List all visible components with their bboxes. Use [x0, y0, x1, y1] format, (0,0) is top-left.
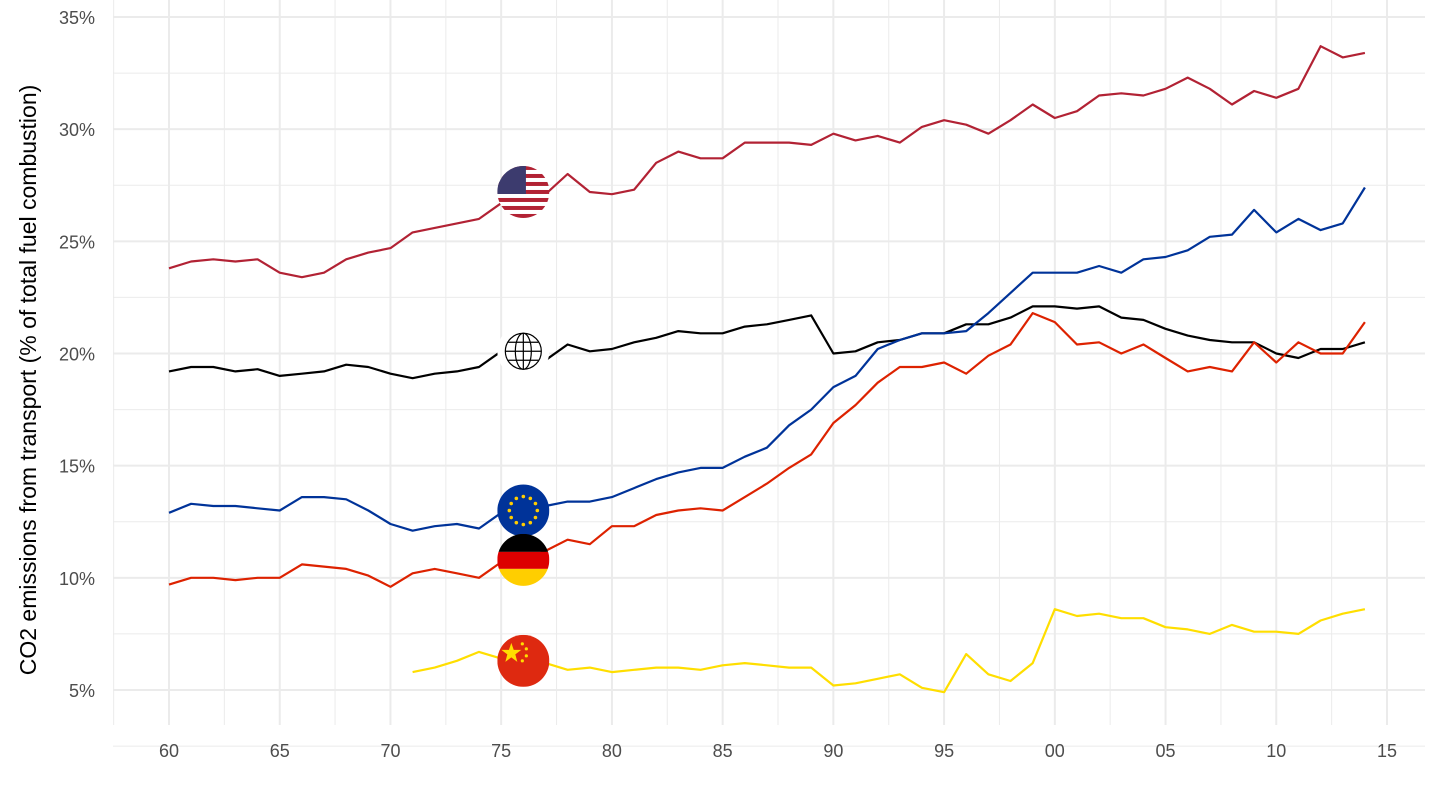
star — [521, 494, 526, 499]
series-line-european-union — [168, 186, 1366, 532]
flag-body — [497, 634, 550, 687]
series-lines — [168, 45, 1366, 694]
stripe — [497, 193, 550, 198]
star — [514, 496, 519, 501]
stripe — [497, 201, 550, 206]
y-tick-label: 10% — [59, 569, 95, 589]
stripe — [497, 209, 550, 214]
x-tick-label: 70 — [380, 741, 400, 761]
x-tick-label: 60 — [159, 741, 179, 761]
x-tick-label: 90 — [823, 741, 843, 761]
germany-flag-icon — [497, 533, 550, 586]
small-star — [520, 642, 524, 646]
star — [509, 501, 514, 506]
x-tick-label: 75 — [491, 741, 511, 761]
x-tick-label: 10 — [1266, 741, 1286, 761]
series-line-germany — [168, 312, 1366, 588]
stripe — [497, 197, 550, 202]
star — [507, 508, 512, 513]
x-tick-label: 65 — [270, 741, 290, 761]
y-tick-label: 20% — [59, 345, 95, 365]
globe-icon — [497, 325, 550, 378]
band — [497, 568, 550, 586]
series-icons — [497, 165, 550, 687]
y-axis: 5% 10% 15% 20% 25% 30% 35% — [59, 8, 95, 701]
china-flag-icon — [497, 634, 550, 687]
series-line-world — [168, 305, 1366, 380]
stripe — [497, 205, 550, 210]
x-tick-label: 85 — [713, 741, 733, 761]
y-tick-label: 30% — [59, 120, 95, 140]
y-tick-label: 15% — [59, 457, 95, 477]
x-tick-label: 05 — [1156, 741, 1176, 761]
flag-body — [497, 533, 550, 586]
band — [497, 533, 550, 552]
star — [528, 520, 533, 525]
star — [514, 520, 519, 525]
series-line-united-states — [168, 45, 1366, 279]
us-flag-icon — [497, 165, 550, 218]
x-tick-label: 80 — [602, 741, 622, 761]
x-tick-label: 95 — [934, 741, 954, 761]
star — [533, 501, 538, 506]
star — [535, 508, 540, 513]
eu-flag-icon — [497, 484, 550, 537]
small-star — [524, 654, 528, 658]
y-tick-label: 25% — [59, 232, 95, 252]
star — [501, 642, 522, 662]
series-line-china — [412, 608, 1366, 694]
flag-body — [497, 165, 550, 218]
y-axis-label: CO2 emissions from transport (% of total… — [15, 85, 41, 676]
x-axis: 60 65 70 75 80 85 90 95 00 05 10 15 — [159, 741, 1397, 761]
x-tick-label: 15 — [1377, 741, 1397, 761]
stripe — [497, 213, 550, 218]
y-tick-label: 35% — [59, 8, 95, 28]
gridlines — [113, 0, 1425, 747]
star — [528, 496, 533, 501]
band — [497, 551, 550, 569]
star — [533, 515, 538, 520]
star — [521, 522, 526, 527]
bg — [497, 484, 550, 537]
flag-body — [497, 484, 550, 537]
small-star — [524, 647, 528, 651]
star — [509, 515, 514, 520]
x-tick-label: 00 — [1045, 741, 1065, 761]
globe-lines — [504, 332, 542, 370]
y-tick-label: 5% — [69, 681, 95, 701]
small-star — [520, 659, 524, 663]
